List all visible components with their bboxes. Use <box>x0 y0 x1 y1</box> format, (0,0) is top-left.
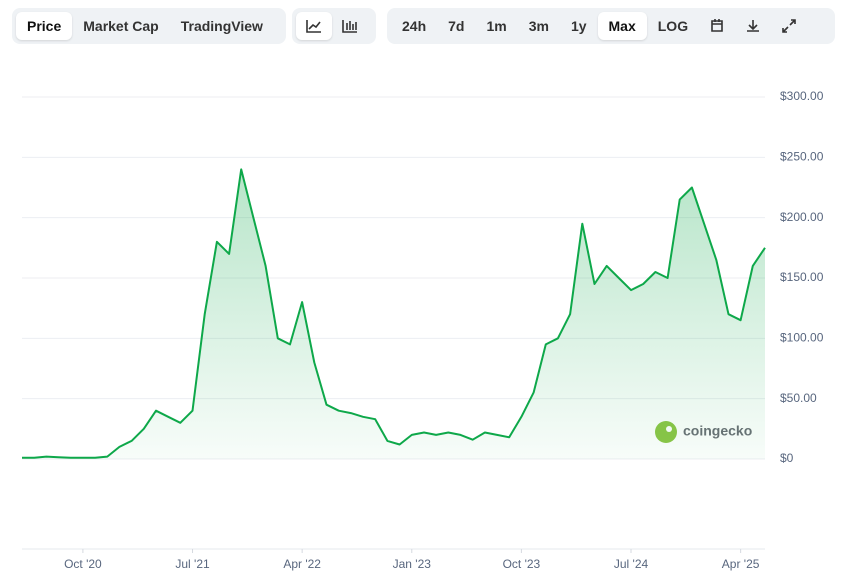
tab-button[interactable]: LOG <box>657 18 689 34</box>
watermark: coingecko <box>683 423 752 439</box>
tab-button[interactable]: Price <box>16 12 73 40</box>
y-tick-label: $150.00 <box>780 270 824 284</box>
icon <box>342 20 357 33</box>
view-tabs: Price Market Cap TradingView <box>12 8 286 44</box>
tab-button[interactable]: 24h <box>402 18 427 34</box>
logo-eye <box>666 426 672 432</box>
x-tick-label: Jul '21 <box>175 557 210 571</box>
y-tick-label: $300.00 <box>780 89 824 103</box>
tab-button[interactable]: 3m <box>528 18 549 34</box>
x-tick-label: Jan '23 <box>393 557 432 571</box>
chart-style <box>292 8 376 44</box>
candle-chart-button[interactable] <box>332 12 368 40</box>
y-tick-label: $50.00 <box>780 391 817 405</box>
icon <box>782 19 796 33</box>
y-tick-label: $200.00 <box>780 210 824 224</box>
logo <box>655 421 677 443</box>
tab-button[interactable]: Market Cap <box>83 18 159 34</box>
x-tick-label: Jul '24 <box>614 557 649 571</box>
icon <box>306 20 321 33</box>
tab-button[interactable]: TradingView <box>180 18 263 34</box>
icon <box>711 19 723 32</box>
x-tick-label: Apr '25 <box>722 557 760 571</box>
line-chart-button[interactable] <box>296 12 332 40</box>
tab-button[interactable]: 7d <box>448 18 465 34</box>
x-tick-label: Oct '23 <box>503 557 541 571</box>
expand-button[interactable] <box>771 12 807 40</box>
y-tick-label: $100.00 <box>780 331 824 345</box>
tab-button[interactable]: Max <box>597 12 647 40</box>
x-tick-label: Oct '20 <box>64 557 102 571</box>
y-tick-label: $250.00 <box>780 150 824 164</box>
range-tabs: 24h 7d 1m 3m 1y Max LOG <box>387 8 835 44</box>
area <box>22 169 765 459</box>
y-tick-label: $0 <box>780 451 794 465</box>
download-button[interactable] <box>735 12 771 40</box>
tab-button[interactable]: 1y <box>570 18 587 34</box>
calendar-button[interactable] <box>699 12 735 40</box>
x-tick-label: Apr '22 <box>283 557 321 571</box>
price-line <box>22 168 766 459</box>
icon <box>747 20 760 32</box>
tab-button[interactable]: 1m <box>486 18 507 34</box>
